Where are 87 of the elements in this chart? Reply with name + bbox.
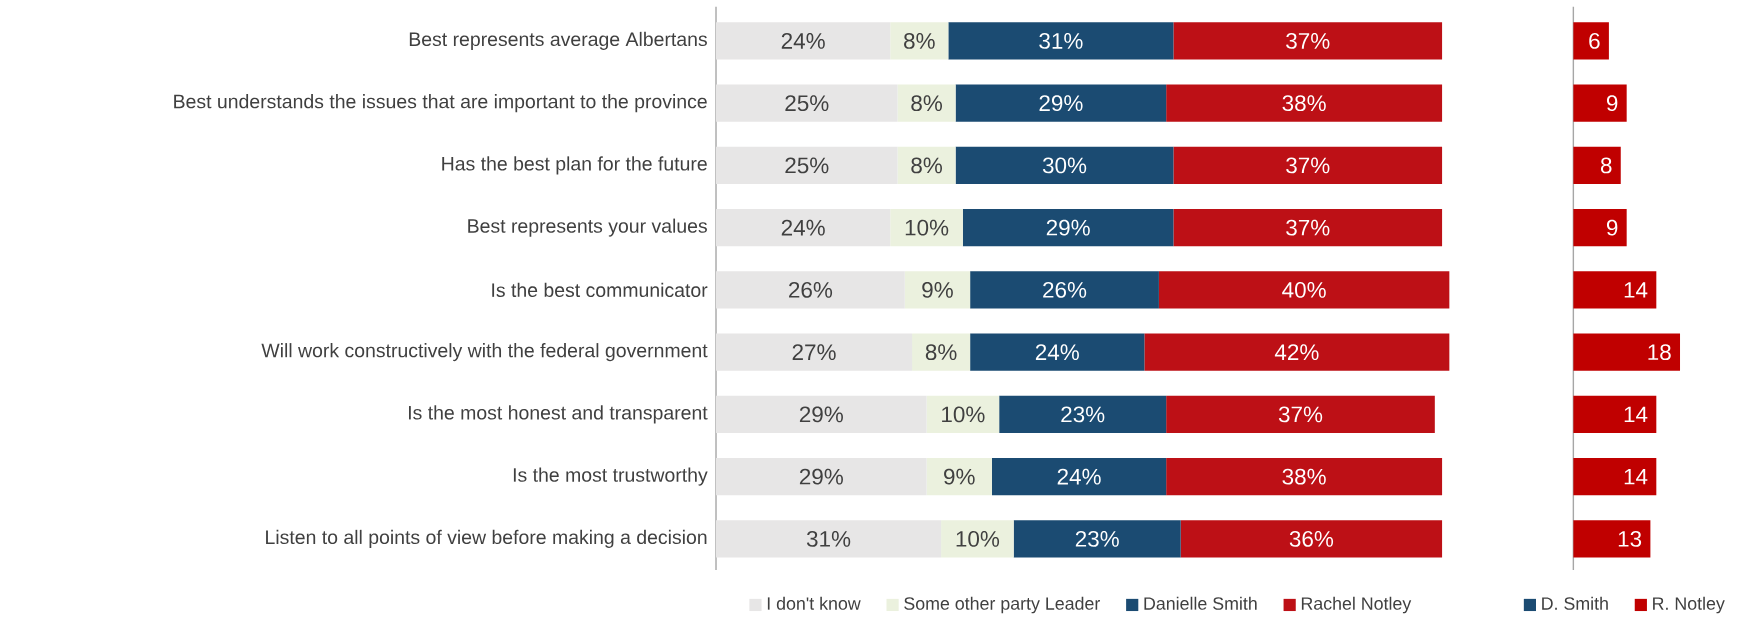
bar — [970, 333, 1145, 371]
bar — [970, 271, 1159, 309]
y-tick-label: Is the best communicator — [492, 282, 708, 298]
data-label: 10% — [942, 406, 985, 423]
bar — [1013, 520, 1181, 558]
bar — [999, 395, 1167, 434]
y-tick-label: Listen to all points of view before making a decision — [266, 529, 707, 548]
data-label: 24% — [1057, 468, 1101, 485]
y-tick-label: Is the most trustworthy — [513, 467, 708, 486]
data-label: 8% — [904, 32, 935, 49]
data-label: 27% — [792, 344, 836, 361]
data-label: 14 — [1624, 468, 1648, 485]
bar — [1173, 22, 1443, 60]
data-label: 24% — [781, 32, 825, 49]
y-tick-label: Will work constructively with the federal government — [261, 343, 708, 362]
data-label: 25% — [785, 157, 829, 174]
bar — [1166, 457, 1443, 496]
data-label: 10% — [905, 219, 949, 236]
data-label: 23% — [1061, 406, 1105, 423]
data-label: 29% — [799, 468, 843, 485]
data-label: 40% — [1282, 281, 1326, 298]
data-label: 31% — [806, 530, 851, 547]
bar — [1573, 84, 1627, 122]
data-label: 26% — [789, 281, 833, 298]
data-label: 29% — [1039, 95, 1083, 112]
legend-label: Danielle Smith — [1144, 596, 1257, 610]
data-label: 8% — [911, 157, 943, 174]
bar — [1144, 333, 1450, 371]
data-label: 38% — [1282, 95, 1326, 112]
bar — [1166, 84, 1443, 122]
data-label: 29% — [1046, 219, 1090, 236]
data-label: 8% — [925, 344, 957, 361]
bar — [1166, 395, 1435, 434]
data-label: 18 — [1648, 344, 1671, 361]
bar — [1573, 395, 1657, 434]
bar — [1180, 520, 1443, 558]
data-label: 38% — [1282, 468, 1326, 485]
data-label: 9% — [922, 281, 953, 298]
legend-label: Rachel Notley — [1301, 596, 1412, 614]
y-tick-label: Best represents your values — [468, 218, 707, 237]
y-tick-label: Best represents average Albertans — [409, 31, 707, 50]
bar — [948, 22, 1174, 60]
data-label: 36% — [1289, 530, 1334, 547]
bar — [1173, 208, 1443, 247]
data-label: 37% — [1286, 32, 1330, 49]
legend-label: Some other party Leader — [904, 596, 1100, 614]
data-label: 37% — [1286, 157, 1330, 174]
data-label: 9 — [1606, 219, 1618, 236]
data-label: 30% — [1042, 157, 1087, 174]
data-label: 9 — [1606, 95, 1618, 112]
data-label: 14 — [1624, 406, 1648, 423]
bar — [1573, 271, 1657, 309]
legend-label: R. Notley — [1653, 596, 1725, 614]
data-label: 29% — [799, 406, 843, 423]
data-label: 10% — [956, 530, 1000, 547]
data-label: 37% — [1286, 219, 1330, 236]
bar — [955, 84, 1167, 122]
legend-label: I don't know — [767, 596, 861, 610]
data-label: 26% — [1043, 281, 1087, 298]
y-tick-label: Is the most honest and transparent — [408, 405, 708, 424]
bar — [955, 146, 1174, 185]
data-label: 8 — [1600, 157, 1612, 174]
bar — [1173, 146, 1443, 185]
data-label: 42% — [1274, 344, 1319, 361]
bar — [1158, 271, 1450, 309]
y-tick-label: Has the best plan for the future — [442, 156, 707, 175]
bar — [1573, 208, 1627, 247]
legend-label: D. Smith — [1542, 596, 1608, 610]
bar — [1573, 146, 1621, 185]
bar — [962, 208, 1174, 247]
data-label: 14 — [1624, 282, 1648, 298]
data-label: 8% — [911, 95, 943, 112]
bar — [1573, 22, 1609, 60]
data-label: 13 — [1618, 530, 1642, 547]
data-label: 25% — [785, 95, 829, 112]
bar — [991, 457, 1167, 496]
bar — [1573, 520, 1651, 558]
data-label: 24% — [1035, 344, 1079, 361]
data-label: 6 — [1589, 32, 1600, 49]
data-label: 37% — [1278, 406, 1323, 423]
data-label: 9% — [944, 468, 975, 485]
data-label: 24% — [781, 219, 825, 236]
y-tick-label: Best understands the issues that are important to the province — [174, 94, 707, 113]
bar — [1573, 333, 1681, 371]
data-label: 23% — [1075, 530, 1119, 547]
bar — [1573, 457, 1657, 496]
data-label: 31% — [1039, 32, 1083, 49]
